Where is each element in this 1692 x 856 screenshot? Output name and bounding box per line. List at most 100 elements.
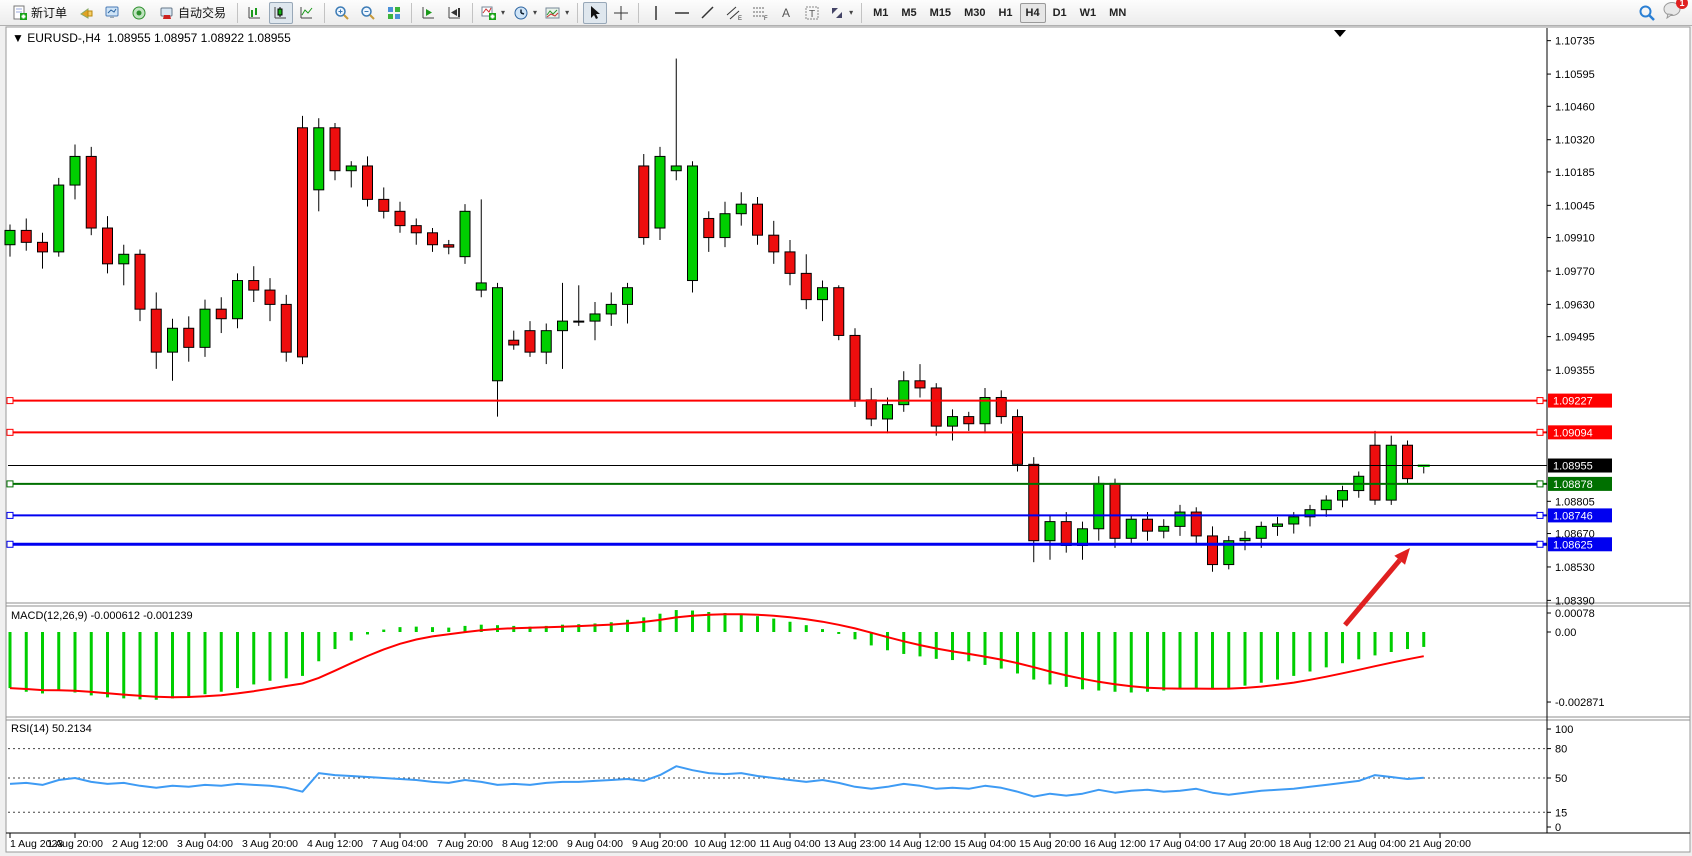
price-tick-label: 1.09495 [1555, 332, 1595, 344]
fibonacci-tool-button[interactable]: F [748, 2, 772, 24]
symbol-period-label: EURUSD-,H4 [27, 31, 101, 45]
periods-button[interactable]: ▾ [510, 2, 540, 24]
text-tool-button[interactable]: A [774, 2, 798, 24]
bar-chart-button[interactable] [243, 2, 267, 24]
rsi-indicator-label: RSI(14) 50.2134 [11, 723, 92, 735]
svg-text:T: T [809, 9, 815, 20]
line-anchor-marker[interactable] [1536, 480, 1544, 488]
text-label-tool-button[interactable]: T [800, 2, 824, 24]
search-icon[interactable] [1638, 4, 1656, 22]
timeframe-m5-button[interactable]: M5 [901, 6, 917, 19]
notifications-button[interactable]: 1 [1662, 0, 1688, 24]
candle-body [1304, 509, 1316, 518]
candle-body [1190, 511, 1202, 537]
cursor-tool-button[interactable] [583, 1, 608, 24]
timeframe-d1-button[interactable]: D1 [1052, 6, 1067, 19]
symbol-dropdown-icon[interactable]: ▼ [12, 31, 24, 45]
candle-body [995, 396, 1007, 418]
dropdown-arrow-icon: ▾ [565, 8, 570, 17]
time-axis-label: 17 Aug 20:00 [1214, 838, 1276, 850]
candle-body [735, 203, 747, 215]
time-axis-label: 7 Aug 04:00 [372, 838, 428, 850]
timeframe-w1-button[interactable]: W1 [1079, 6, 1097, 19]
timeframe-m15-button[interactable]: M15 [929, 6, 952, 19]
candle-body [882, 404, 893, 420]
zoom-in-button[interactable] [330, 2, 354, 24]
auto-scroll-button[interactable] [417, 2, 441, 24]
candle-body [410, 225, 422, 234]
new-order-button[interactable]: 新订单 [6, 2, 73, 24]
time-axis-label: 4 Aug 12:00 [307, 838, 363, 850]
line-anchor-marker[interactable] [1536, 511, 1544, 519]
ohlc-values: 1.08955 1.08957 1.08922 1.08955 [107, 31, 291, 45]
price-tick-label: 1.10735 [1555, 36, 1595, 48]
trendline-tool-button[interactable] [696, 2, 720, 24]
price-badge-label: 1.08878 [1553, 479, 1593, 491]
candle-body [589, 313, 601, 322]
tile-windows-button[interactable] [382, 2, 406, 24]
template-icon [545, 7, 560, 18]
time-axis-label: 21 Aug 20:00 [1409, 838, 1471, 850]
line-anchor-marker[interactable] [6, 511, 14, 519]
toolbar-separator [237, 2, 239, 23]
horizontal-line-tool-button[interactable] [670, 2, 694, 24]
candle-body [1060, 521, 1072, 546]
signals-button[interactable] [127, 2, 151, 24]
chart-shift-icon [448, 6, 461, 18]
candle-body [1223, 540, 1235, 566]
line-anchor-marker[interactable] [6, 428, 14, 436]
autotrading-button[interactable]: 自动交易 [153, 2, 232, 24]
bar-chart-icon [248, 6, 261, 18]
time-axis-label: 16 Aug 12:00 [1084, 838, 1146, 850]
line-anchor-marker[interactable] [1536, 428, 1544, 436]
candlestick-chart-button[interactable] [269, 1, 294, 24]
line-anchor-marker[interactable] [6, 397, 14, 405]
vertical-line-tool-button[interactable] [644, 2, 668, 24]
candle-body [979, 396, 991, 425]
candle-body [167, 327, 178, 353]
timeframe-mn-button[interactable]: MN [1109, 6, 1127, 19]
chart-shift-marker[interactable] [1334, 30, 1346, 37]
line-chart-button[interactable] [295, 2, 319, 24]
time-axis-label: 2 Aug 12:00 [112, 838, 168, 850]
candle-body [833, 287, 845, 336]
price-badge [1548, 537, 1612, 552]
time-axis-label: 8 Aug 12:00 [502, 838, 558, 850]
trend-arrow-head[interactable] [1394, 548, 1410, 565]
timeframe-m1-button[interactable]: M1 [873, 6, 889, 19]
price-tick-label: 1.10320 [1555, 135, 1595, 147]
candle-body [297, 127, 308, 358]
macd-tick-label: 0.00 [1555, 627, 1576, 639]
line-anchor-marker[interactable] [6, 480, 14, 488]
chart-ohlc-title[interactable]: ▼ EURUSD-,H4 1.08955 1.08957 1.08922 1.0… [12, 31, 291, 45]
candle-body [1142, 518, 1153, 532]
line-anchor-marker[interactable] [6, 540, 14, 548]
price-badge [1548, 425, 1612, 440]
indicators-button[interactable]: ▾ [478, 2, 508, 24]
channel-tool-button[interactable]: E [722, 2, 746, 24]
line-anchor-marker[interactable] [1536, 397, 1544, 405]
indicators-icon [481, 6, 497, 20]
chart-shift-button[interactable] [443, 2, 467, 24]
trend-arrow[interactable] [1343, 558, 1402, 627]
arrows-tool-button[interactable]: ▾ [826, 2, 856, 24]
time-axis-label: 1 Aug 20:00 [47, 838, 103, 850]
candle-body [232, 280, 243, 320]
line-anchor-marker[interactable] [1536, 540, 1544, 548]
marketplace-button[interactable] [75, 2, 99, 24]
crosshair-tool-button[interactable] [609, 2, 633, 24]
monitor-icon [105, 6, 119, 18]
toolbar-separator [324, 2, 326, 23]
candle-body [85, 155, 97, 229]
timeframe-h4-button[interactable]: H4 [1019, 2, 1046, 23]
charts-button[interactable] [101, 2, 125, 24]
timeframe-h1-button[interactable]: H1 [998, 6, 1013, 19]
zoom-out-button[interactable] [356, 2, 380, 24]
timeframe-m30-button[interactable]: M30 [964, 6, 986, 19]
candle-body [345, 165, 357, 172]
timeframe-group: M1 M5 M15 M30 H1 H4 D1 W1 MN [867, 2, 1132, 23]
templates-button[interactable]: ▾ [542, 2, 572, 24]
candle-body [524, 330, 536, 353]
